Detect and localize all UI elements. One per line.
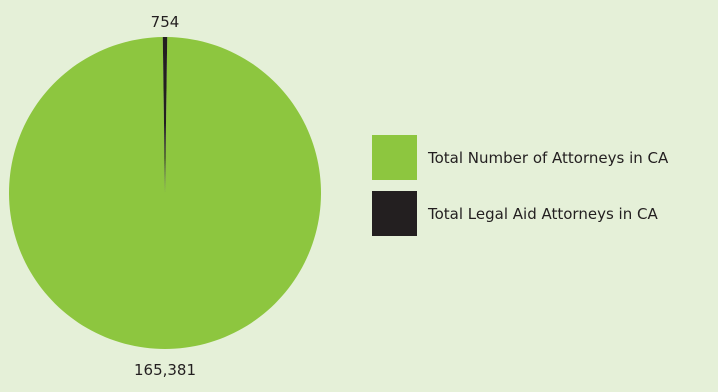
legend-swatch-total-attorneys — [372, 135, 417, 180]
legend-item-legal-aid-attorneys: Total Legal Aid Attorneys in CA — [372, 191, 668, 236]
pie-slice-total-attorneys — [8, 37, 321, 349]
legend-label-total-attorneys: Total Number of Attorneys in CA — [428, 148, 669, 167]
legend: Total Number of Attorneys in CA Total Le… — [372, 135, 668, 247]
legend-item-total-attorneys: Total Number of Attorneys in CA — [372, 135, 668, 180]
legend-swatch-legal-aid-attorneys — [372, 191, 417, 236]
pie-slice-legal-aid-attorneys — [162, 37, 168, 194]
data-label-legal-aid-attorneys: 754 — [151, 13, 180, 31]
legend-label-legal-aid-attorneys: Total Legal Aid Attorneys in CA — [428, 204, 658, 223]
data-label-total-attorneys: 165,381 — [134, 361, 196, 379]
